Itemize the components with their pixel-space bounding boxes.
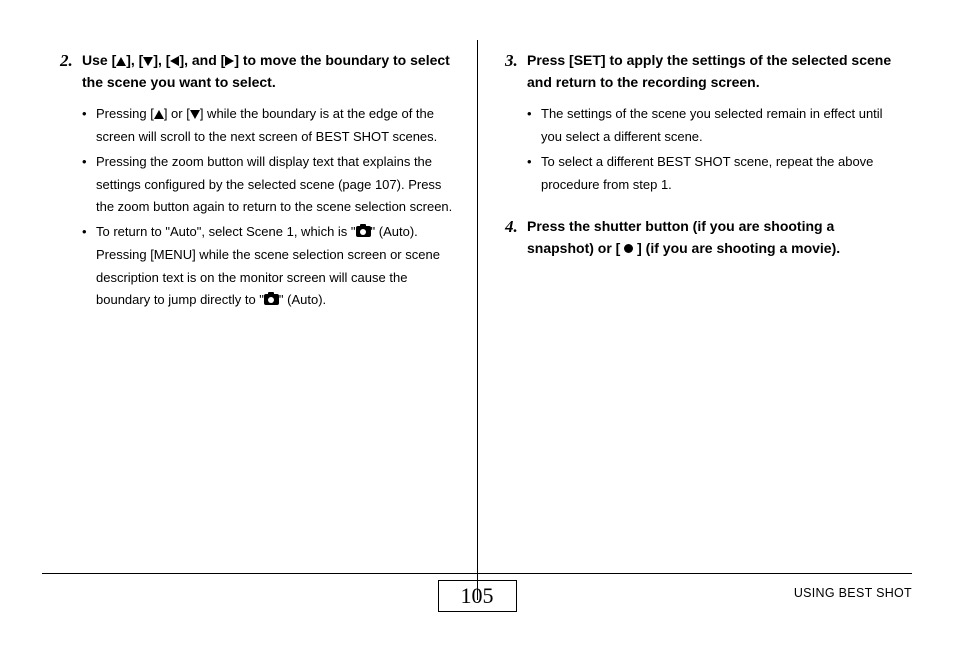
footer-rule <box>42 573 912 574</box>
camera-icon <box>356 226 371 237</box>
record-dot-icon <box>624 244 633 253</box>
list-item: To select a different BEST SHOT scene, r… <box>527 151 902 197</box>
right-column: 3. Press [SET] to apply the settings of … <box>481 50 912 580</box>
bullet-list: Pressing [] or [] while the boundary is … <box>82 103 457 312</box>
step-body: Press the shutter button (if you are sho… <box>527 216 902 259</box>
down-arrow-icon <box>143 57 153 66</box>
up-arrow-icon <box>116 57 126 66</box>
column-separator <box>477 40 478 600</box>
left-column: 2. Use [], [], [], and [] to move the bo… <box>60 50 481 580</box>
step-heading: Press the shutter button (if you are sho… <box>527 216 902 259</box>
up-arrow-icon <box>154 110 164 119</box>
step-heading: Use [], [], [], and [] to move the bound… <box>82 50 457 93</box>
text: Pressing [ <box>96 106 154 121</box>
step-heading: Press [SET] to apply the settings of the… <box>527 50 902 93</box>
text: ], [ <box>126 52 143 68</box>
list-item: Pressing the zoom button will display te… <box>82 151 457 219</box>
text: " (Auto). <box>279 292 326 307</box>
camera-icon <box>264 294 279 305</box>
text: ] or [ <box>164 106 190 121</box>
text: Use [ <box>82 52 116 68</box>
bullet-list: The settings of the scene you selected r… <box>527 103 902 196</box>
right-arrow-icon <box>225 56 234 66</box>
step-body: Press [SET] to apply the settings of the… <box>527 50 902 198</box>
list-item: Pressing [] or [] while the boundary is … <box>82 103 457 149</box>
step-number: 4. <box>505 216 527 259</box>
section-title: USING BEST SHOT <box>794 586 912 600</box>
two-column-layout: 2. Use [], [], [], and [] to move the bo… <box>60 50 912 580</box>
manual-page: 2. Use [], [], [], and [] to move the bo… <box>0 0 954 646</box>
down-arrow-icon <box>190 110 200 119</box>
text: To return to "Auto", select Scene 1, whi… <box>96 224 356 239</box>
step-3: 3. Press [SET] to apply the settings of … <box>505 50 902 198</box>
step-2: 2. Use [], [], [], and [] to move the bo… <box>60 50 457 314</box>
list-item: The settings of the scene you selected r… <box>527 103 902 149</box>
page-number: 105 <box>438 580 517 612</box>
page-footer: 105 USING BEST SHOT <box>42 573 912 612</box>
list-item: To return to "Auto", select Scene 1, whi… <box>82 221 457 312</box>
step-4: 4. Press the shutter button (if you are … <box>505 216 902 259</box>
step-body: Use [], [], [], and [] to move the bound… <box>82 50 457 314</box>
step-number: 3. <box>505 50 527 198</box>
step-number: 2. <box>60 50 82 314</box>
text: ], [ <box>153 52 170 68</box>
text: ] (if you are shooting a movie). <box>633 240 840 256</box>
footer-row: 105 USING BEST SHOT <box>42 580 912 612</box>
text: ], and [ <box>179 52 225 68</box>
